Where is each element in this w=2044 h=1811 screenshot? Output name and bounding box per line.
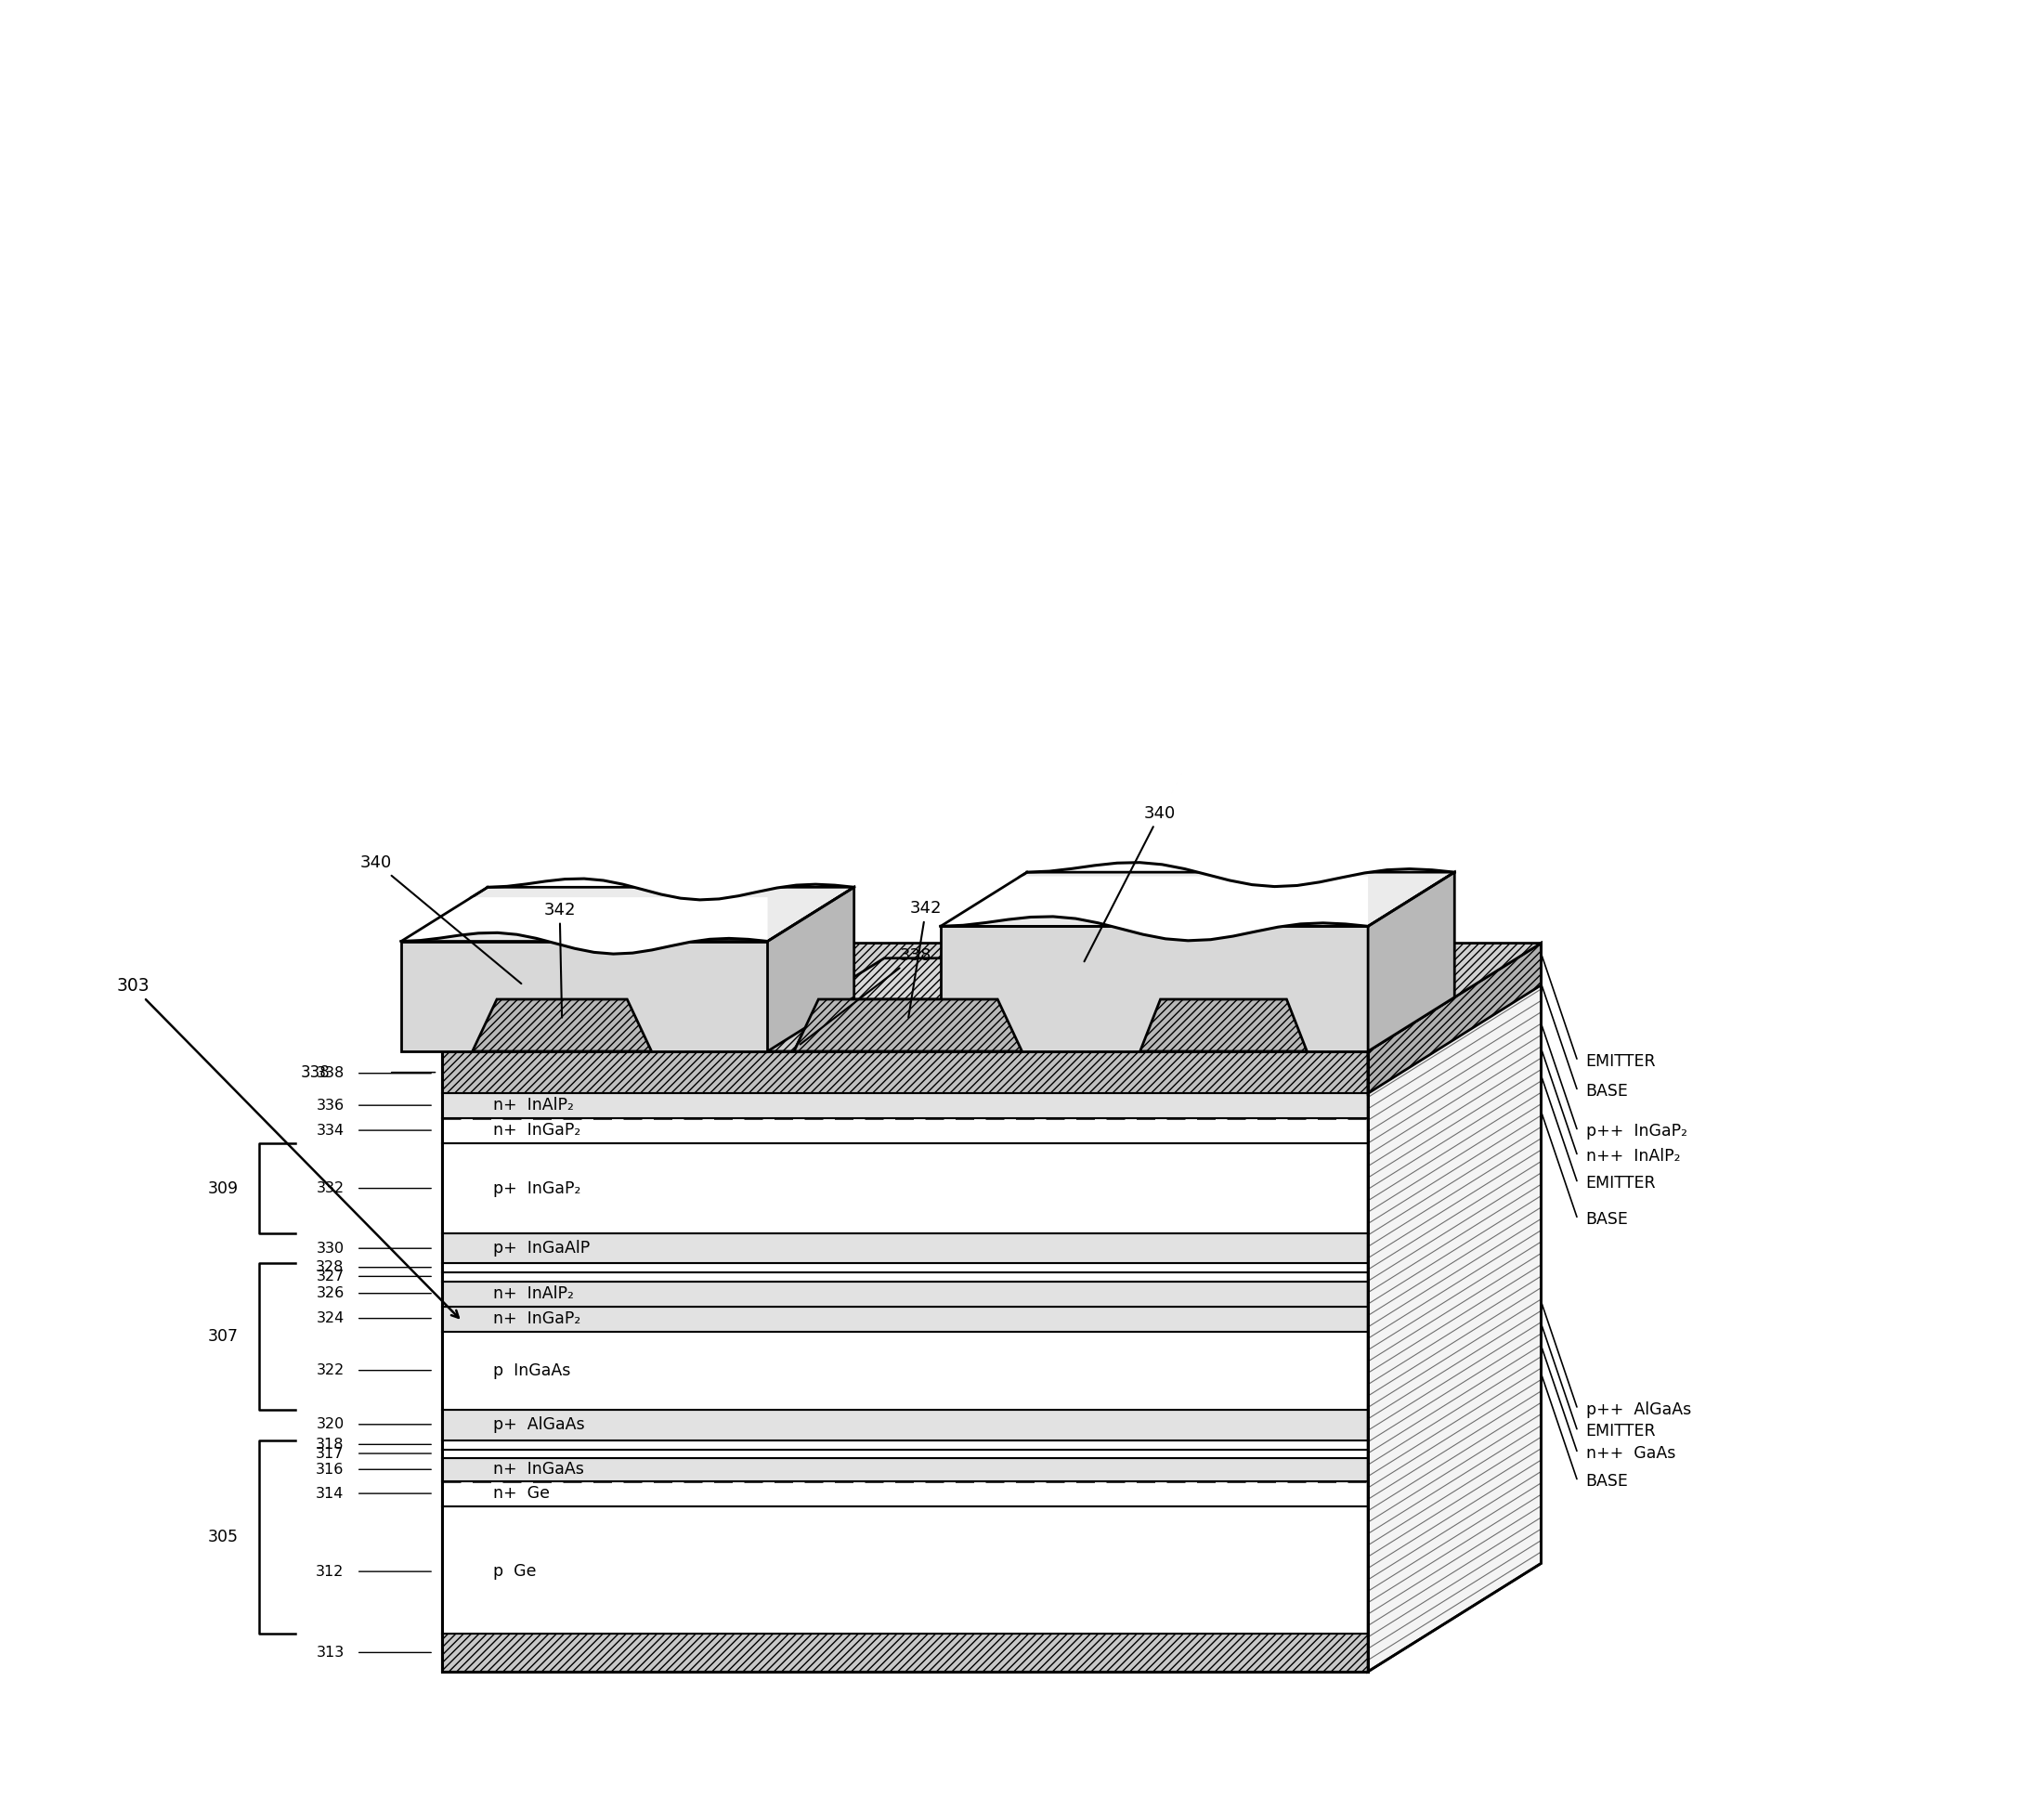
- Bar: [442, 1331, 1367, 1409]
- Bar: [442, 1273, 1367, 1282]
- Polygon shape: [489, 844, 854, 900]
- Polygon shape: [997, 958, 1063, 1052]
- Text: p  InGaAs: p InGaAs: [493, 1362, 570, 1378]
- Polygon shape: [1141, 1000, 1306, 1052]
- Polygon shape: [1141, 1000, 1306, 1052]
- Bar: [442, 1143, 1367, 1233]
- Polygon shape: [1026, 822, 1455, 887]
- Text: 312: 312: [317, 1565, 343, 1579]
- Polygon shape: [628, 958, 693, 1052]
- Polygon shape: [793, 1000, 1022, 1052]
- Bar: [442, 1449, 1367, 1458]
- Text: 318: 318: [317, 1438, 343, 1451]
- Text: 327: 327: [317, 1270, 343, 1284]
- Text: 336: 336: [317, 1099, 343, 1112]
- Bar: [442, 1507, 1367, 1634]
- Polygon shape: [497, 958, 693, 1000]
- Text: n+  InAlP₂: n+ InAlP₂: [493, 1286, 574, 1302]
- Bar: [442, 1094, 1367, 1119]
- Polygon shape: [472, 1000, 652, 1052]
- Bar: [442, 1233, 1367, 1264]
- Text: p++  InGaP₂: p++ InGaP₂: [1586, 1123, 1686, 1139]
- Text: 316: 316: [317, 1463, 343, 1476]
- Text: n+  InGaAs: n+ InGaAs: [493, 1461, 585, 1478]
- Text: BASE: BASE: [1586, 1083, 1629, 1099]
- Text: 340: 340: [1083, 806, 1175, 962]
- Polygon shape: [442, 944, 1541, 1052]
- Polygon shape: [472, 1000, 652, 1052]
- Text: 342: 342: [544, 902, 576, 1018]
- Polygon shape: [1161, 958, 1353, 1000]
- Text: 305: 305: [208, 1528, 239, 1545]
- Text: n+  Ge: n+ Ge: [493, 1485, 550, 1501]
- Bar: [442, 1634, 1367, 1672]
- Text: n+  InAlP₂: n+ InAlP₂: [493, 1097, 574, 1114]
- Text: EMITTER: EMITTER: [1586, 1175, 1656, 1192]
- Text: 313: 313: [317, 1646, 343, 1659]
- Text: n++  GaAs: n++ GaAs: [1586, 1445, 1676, 1461]
- Polygon shape: [818, 958, 1063, 1000]
- Text: 307: 307: [208, 1327, 239, 1346]
- Polygon shape: [1367, 944, 1541, 1672]
- Bar: [442, 1481, 1367, 1507]
- Text: 324: 324: [317, 1311, 343, 1326]
- Bar: [442, 1458, 1367, 1481]
- Text: EMITTER: EMITTER: [1586, 1423, 1656, 1440]
- Text: 303: 303: [117, 978, 458, 1318]
- Polygon shape: [401, 887, 854, 942]
- Polygon shape: [401, 896, 769, 954]
- Text: 309: 309: [208, 1181, 239, 1197]
- Text: p+  InGaAlP: p+ InGaAlP: [493, 1241, 589, 1257]
- Text: 340: 340: [360, 855, 521, 983]
- Text: n+  InGaP₂: n+ InGaP₂: [493, 1123, 580, 1139]
- Text: 338: 338: [799, 947, 932, 1045]
- Text: 326: 326: [317, 1286, 343, 1300]
- Polygon shape: [1286, 958, 1353, 1052]
- Text: 332: 332: [317, 1181, 343, 1195]
- Text: 322: 322: [317, 1364, 343, 1378]
- Polygon shape: [769, 887, 854, 1052]
- Text: 328: 328: [317, 1260, 343, 1275]
- Text: 338: 338: [300, 1065, 329, 1081]
- Polygon shape: [940, 877, 1367, 940]
- Text: 330: 330: [317, 1241, 343, 1255]
- Polygon shape: [940, 873, 1455, 925]
- Bar: [401, 942, 769, 1052]
- Polygon shape: [1367, 873, 1455, 1052]
- Text: 334: 334: [317, 1123, 343, 1137]
- Text: n++  InAlP₂: n++ InAlP₂: [1586, 1148, 1680, 1164]
- Text: 320: 320: [317, 1418, 343, 1431]
- Text: EMITTER: EMITTER: [1586, 1052, 1656, 1070]
- Bar: [940, 925, 1367, 1052]
- Text: 314: 314: [317, 1487, 343, 1501]
- Bar: [442, 1119, 1367, 1143]
- Text: BASE: BASE: [1586, 1472, 1629, 1490]
- Bar: [442, 1306, 1367, 1331]
- Text: p+  InGaP₂: p+ InGaP₂: [493, 1181, 580, 1197]
- Bar: [442, 1409, 1367, 1440]
- Bar: [442, 1052, 1367, 1094]
- Text: p++  AlGaAs: p++ AlGaAs: [1586, 1402, 1690, 1418]
- Text: 338: 338: [317, 1067, 343, 1081]
- Bar: [442, 1264, 1367, 1273]
- Polygon shape: [1367, 944, 1541, 1094]
- Polygon shape: [793, 1000, 1022, 1052]
- Text: 317: 317: [317, 1447, 343, 1460]
- Text: BASE: BASE: [1586, 1212, 1629, 1228]
- Text: n+  InGaP₂: n+ InGaP₂: [493, 1309, 580, 1327]
- Bar: [442, 1282, 1367, 1306]
- Text: p+  AlGaAs: p+ AlGaAs: [493, 1416, 585, 1433]
- Text: 342: 342: [908, 900, 942, 1018]
- Bar: [442, 1440, 1367, 1449]
- Text: p  Ge: p Ge: [493, 1563, 536, 1579]
